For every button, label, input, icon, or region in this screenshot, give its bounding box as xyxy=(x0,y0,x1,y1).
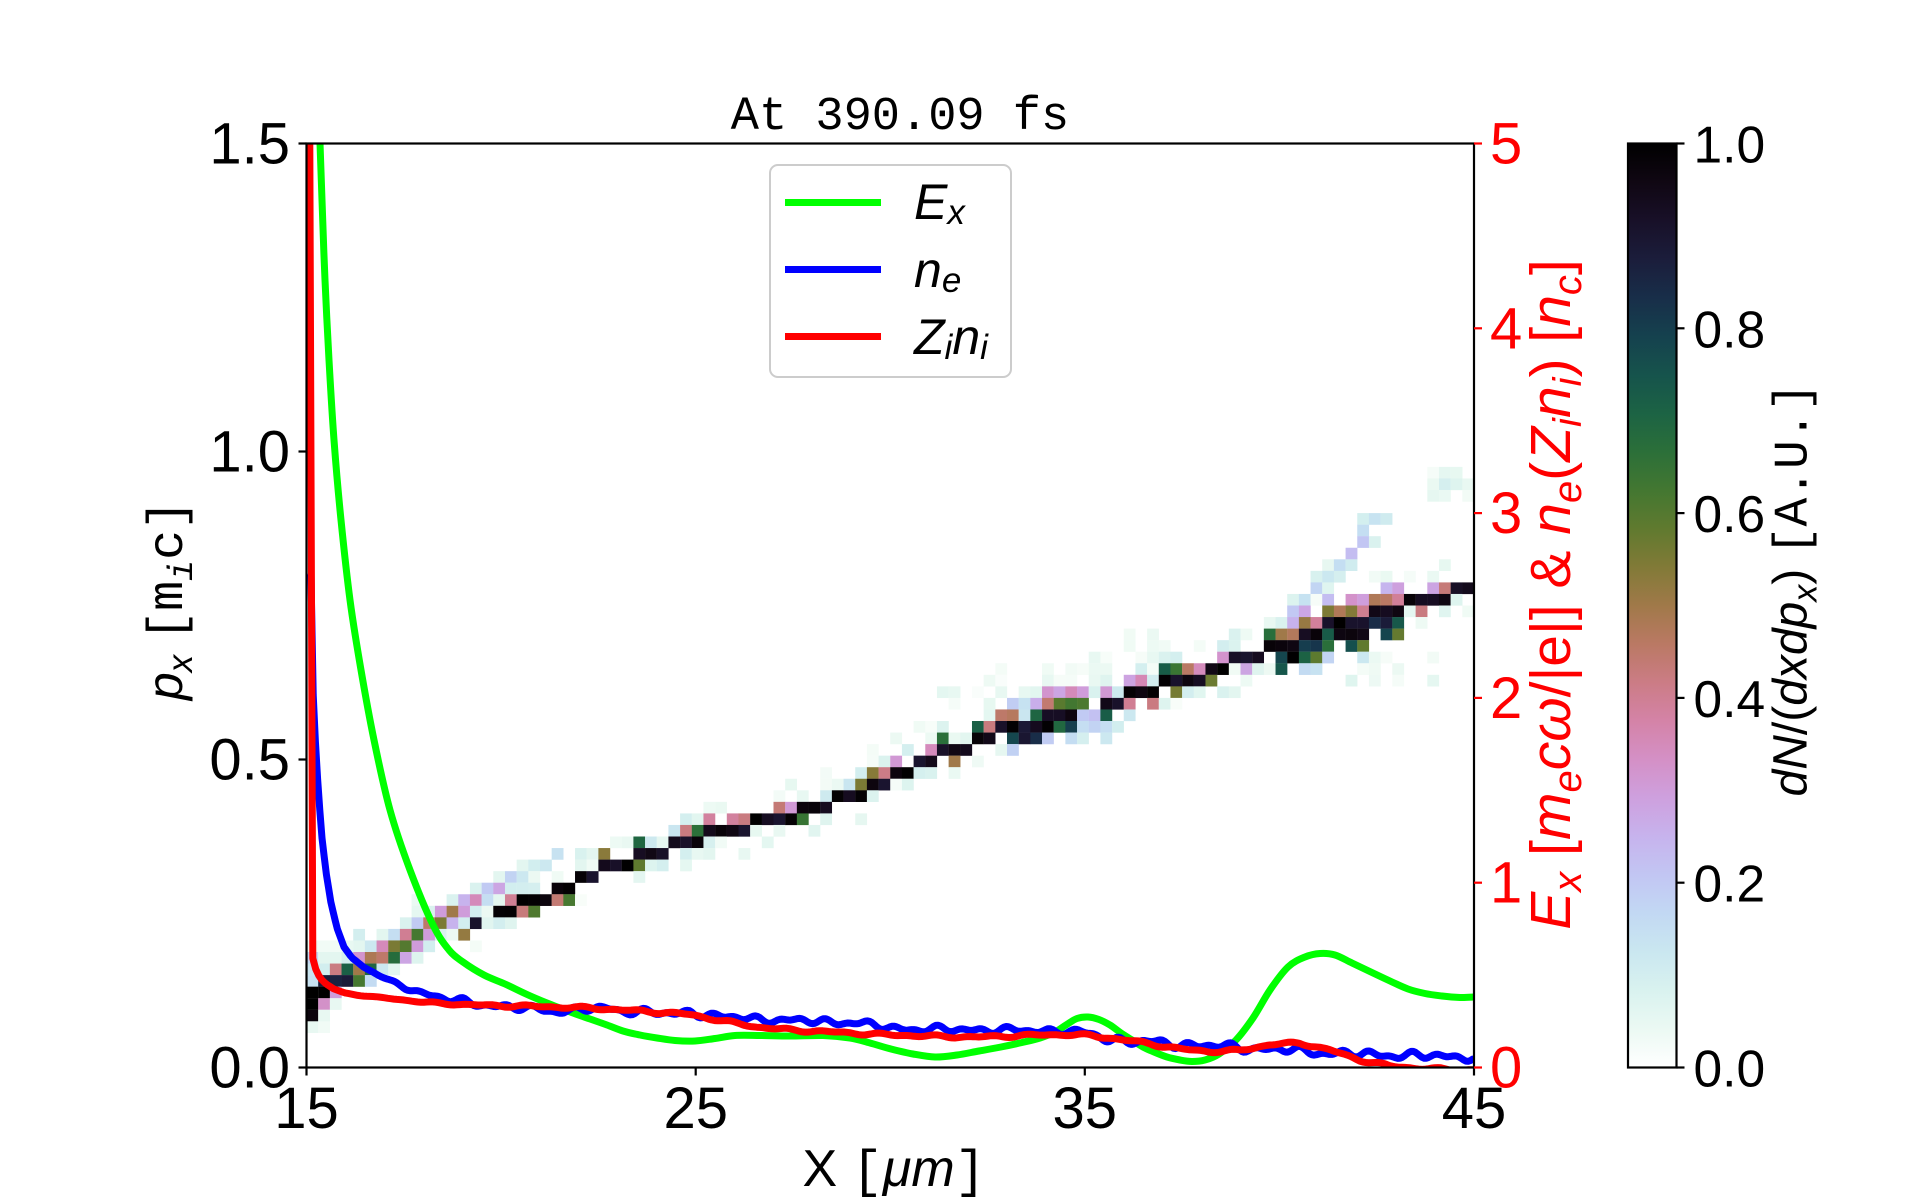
svg-text:Ex: Ex xyxy=(914,174,966,232)
svg-text:Ex [mecω/|e|] & ne(Zini) [nc]: Ex [mecω/|e|] & ne(Zini) [nc] xyxy=(1519,259,1590,930)
svg-text:1.5: 1.5 xyxy=(209,112,290,177)
svg-text:ne: ne xyxy=(914,242,961,300)
svg-text:0.4: 0.4 xyxy=(1694,670,1766,728)
svg-text:dN/(dxdpx) [A.U.]: dN/(dxdpx) [A.U.] xyxy=(1765,383,1825,797)
svg-text:2: 2 xyxy=(1490,666,1522,731)
svg-text:3: 3 xyxy=(1490,481,1522,546)
svg-text:0.5: 0.5 xyxy=(209,728,290,793)
svg-text:At 390.09 fs: At 390.09 fs xyxy=(731,91,1069,144)
svg-text:0.6: 0.6 xyxy=(1694,485,1766,543)
svg-text:35: 35 xyxy=(1053,1076,1118,1141)
svg-text:1.0: 1.0 xyxy=(1694,116,1766,174)
svg-text:25: 25 xyxy=(663,1076,728,1141)
svg-text:0.8: 0.8 xyxy=(1694,300,1766,358)
svg-text:1.0: 1.0 xyxy=(209,420,290,485)
svg-text:15: 15 xyxy=(274,1076,339,1141)
svg-text:Zini: Zini xyxy=(913,309,989,367)
svg-text:5: 5 xyxy=(1490,112,1522,177)
svg-text:0: 0 xyxy=(1490,1036,1522,1101)
svg-text:px [mic]: px [mic] xyxy=(137,500,203,702)
svg-text:0.0: 0.0 xyxy=(209,1036,290,1101)
svg-text:1: 1 xyxy=(1490,851,1522,916)
svg-text:0.0: 0.0 xyxy=(1694,1040,1766,1098)
svg-text:45: 45 xyxy=(1442,1076,1507,1141)
svg-text:0.2: 0.2 xyxy=(1694,855,1766,913)
svg-text:X [μm]: X [μm] xyxy=(803,1140,986,1200)
svg-text:4: 4 xyxy=(1490,296,1522,361)
